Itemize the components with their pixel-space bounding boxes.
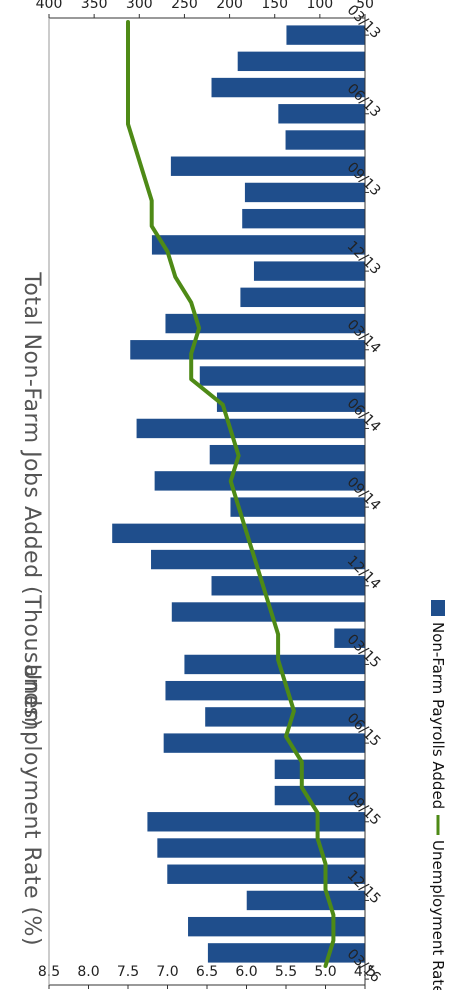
payroll-bar [167,864,365,884]
payroll-bar [246,890,365,911]
payroll-bar [165,313,365,334]
right-tick-label: 6.5 [196,964,218,980]
legend: Non-Farm Payrolls Added Unemployment Rat… [429,600,447,990]
payroll-bar [184,654,365,675]
payroll-bar [154,471,365,491]
payroll-bar [244,182,365,203]
unemployment-line-path [126,20,336,968]
payroll-bar [171,602,365,622]
payroll-bar [211,77,365,98]
payroll-bar [274,759,365,780]
payroll-bar [230,497,365,517]
right-tick-label: 6.0 [235,964,257,980]
payroll-bar [209,444,365,465]
payroll-bar [207,943,365,963]
left-tick-label: 100 [306,0,333,12]
legend-swatch-bar [431,600,445,616]
payroll-bar [205,707,365,727]
right-tick-label: 5.5 [275,964,297,980]
payroll-bar [240,287,365,308]
payroll-bar [163,733,365,753]
left-axis-title: Total Non-Farm Jobs Added (Thousands) [19,271,44,728]
left-tick-label: 400 [36,0,63,12]
payroll-bar [170,156,365,176]
payroll-bar [199,366,365,386]
payroll-bar [188,916,365,937]
right-tick-label: 8.0 [77,964,99,980]
right-tick-label: 7.5 [117,964,139,980]
payroll-bar [112,523,365,544]
payroll-bar [151,235,365,255]
left-tick-label: 200 [216,0,243,12]
payroll-bar [285,130,365,150]
right-axis-title: Unemployment Rate (%) [19,664,44,946]
payroll-bar [147,812,365,832]
bars [112,25,365,963]
unemployment-line [126,20,336,968]
payroll-bar [253,261,365,281]
payroll-bar [130,340,365,360]
left-tick-label: 250 [171,0,198,12]
payroll-bar [278,104,365,124]
payroll-bar [334,628,365,648]
payroll-bar [151,549,365,570]
payroll-bar [286,25,365,45]
payroll-bar [274,785,365,806]
payroll-bar [136,418,365,439]
payroll-bar [157,838,365,858]
payroll-bar [237,51,365,72]
payroll-bar [242,208,365,229]
right-tick-label: 5.0 [314,964,336,980]
left-axis: 50 100 150 200 250 300 350 400 [36,0,374,19]
right-axis: 4.55.05.56.06.57.07.58.08.5 [38,964,376,989]
legend-label-payrolls: Non-Farm Payrolls Added [429,622,447,809]
left-tick-label: 150 [261,0,288,12]
left-tick-label: 300 [126,0,153,12]
payroll-bar [211,576,365,596]
payroll-bar [165,680,365,701]
chart-rotated-group: Total Non-Farm Jobs Added (Thousands) Un… [19,0,447,990]
left-tick-label: 350 [81,0,108,12]
payroll-bar [216,392,365,412]
right-tick-label: 7.0 [156,964,178,980]
left-tick-label: 50 [356,0,374,12]
legend-label-unemployment: Unemployment Rate [429,840,447,990]
